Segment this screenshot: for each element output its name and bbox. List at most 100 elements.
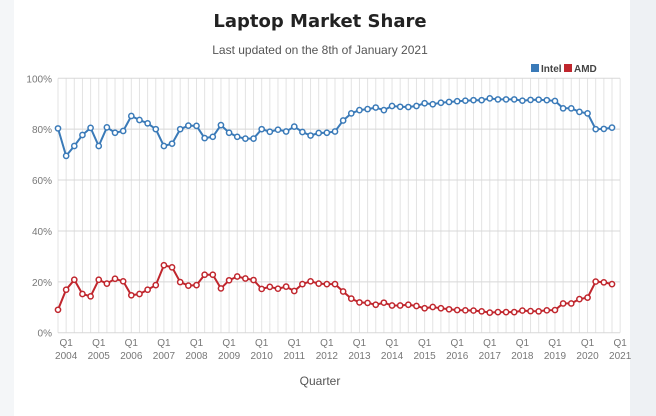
data-point-intel — [364, 105, 371, 113]
data-point-amd — [168, 263, 176, 271]
y-tick-label: 80% — [32, 125, 52, 136]
data-point-amd — [274, 285, 282, 293]
data-point-amd — [242, 275, 249, 282]
chart-subtitle: Last updated on the 8th of January 2021 — [212, 43, 428, 57]
data-point-intel — [323, 129, 331, 137]
data-point-amd — [62, 286, 70, 294]
data-point-amd — [233, 273, 241, 280]
data-point-amd — [323, 280, 331, 288]
data-point-amd — [551, 306, 559, 314]
x-tick-label-quarter: Q1 — [190, 338, 204, 349]
data-point-intel — [274, 126, 282, 134]
data-point-intel — [136, 116, 143, 124]
data-point-intel — [193, 122, 200, 130]
x-tick-label-year: 2014 — [381, 351, 404, 362]
data-point-intel — [559, 104, 567, 112]
data-point-amd — [535, 307, 543, 315]
data-point-amd — [347, 295, 355, 302]
data-point-amd — [502, 308, 510, 316]
legend-label-amd[interactable]: AMD — [574, 64, 597, 75]
data-point-intel — [356, 106, 363, 114]
data-point-amd — [176, 278, 184, 286]
data-point-amd — [209, 271, 217, 279]
x-tick-label-quarter: Q1 — [59, 338, 73, 349]
x-tick-label-quarter: Q1 — [516, 338, 530, 349]
data-point-amd — [266, 283, 274, 291]
data-point-amd — [543, 306, 551, 314]
data-point-intel — [494, 96, 502, 103]
data-point-amd — [70, 276, 78, 284]
data-point-amd — [567, 300, 575, 307]
data-point-amd — [79, 290, 86, 298]
data-point-amd — [54, 306, 62, 314]
y-axis: 0% 20% 40% 60% 80% 100% — [26, 74, 52, 339]
data-point-amd — [144, 286, 151, 294]
data-point-intel — [396, 103, 404, 111]
y-tick-label: 40% — [32, 227, 52, 238]
y-tick-label: 60% — [32, 176, 52, 187]
data-point-amd — [185, 282, 192, 289]
data-point-amd — [250, 276, 257, 284]
data-point-amd — [478, 307, 485, 315]
data-point-intel — [535, 96, 543, 104]
data-point-intel — [470, 96, 477, 104]
x-axis-title: Quarter — [300, 374, 341, 388]
data-point-amd — [584, 294, 591, 301]
x-tick-label-quarter: Q1 — [548, 338, 562, 349]
data-point-amd — [559, 300, 567, 307]
x-tick-label-quarter: Q1 — [483, 338, 497, 349]
data-point-amd — [364, 299, 371, 307]
x-tick-label-year: 2012 — [316, 351, 339, 362]
data-point-intel — [462, 97, 469, 105]
data-point-intel — [127, 112, 135, 120]
data-point-intel — [437, 99, 445, 107]
data-point-amd — [307, 277, 314, 285]
data-point-intel — [307, 132, 314, 139]
data-point-intel — [168, 140, 176, 148]
data-point-intel — [144, 119, 151, 127]
data-point-amd — [404, 301, 412, 309]
data-point-amd — [258, 285, 266, 293]
data-point-intel — [413, 102, 420, 110]
x-tick-label-year: 2007 — [153, 351, 176, 362]
data-point-amd — [331, 280, 339, 288]
data-point-amd — [290, 287, 298, 295]
data-point-intel — [233, 133, 241, 141]
legend-label-intel[interactable]: Intel — [541, 64, 562, 75]
data-point-intel — [87, 124, 94, 132]
data-point-amd — [429, 303, 437, 311]
data-point-intel — [453, 97, 461, 105]
data-point-amd — [127, 291, 135, 299]
data-point-intel — [54, 125, 62, 132]
data-point-amd — [201, 271, 208, 279]
x-tick-label-quarter: Q1 — [92, 338, 106, 349]
data-point-amd — [372, 301, 380, 309]
page-background — [630, 0, 656, 416]
data-point-amd — [600, 278, 608, 286]
data-point-amd — [152, 281, 160, 289]
x-tick-label-quarter: Q1 — [125, 338, 139, 349]
grid — [57, 77, 621, 334]
data-point-intel — [510, 96, 518, 103]
data-point-intel — [339, 117, 347, 124]
y-tick-label: 0% — [38, 329, 53, 340]
data-point-intel — [70, 142, 78, 150]
x-tick-label-quarter: Q1 — [255, 338, 269, 349]
data-point-intel — [266, 128, 274, 136]
x-tick-label-quarter: Q1 — [451, 338, 465, 349]
data-point-amd — [486, 309, 494, 316]
x-tick-label-year: 2013 — [348, 351, 371, 362]
data-point-amd — [380, 299, 388, 307]
x-tick-label-quarter: Q1 — [581, 338, 595, 349]
data-point-amd — [282, 283, 290, 291]
data-point-intel — [502, 96, 510, 103]
x-tick-label-year: 2010 — [251, 351, 274, 362]
data-point-intel — [152, 125, 160, 133]
data-point-intel — [445, 98, 453, 106]
data-point-amd — [413, 302, 420, 310]
x-tick-label-year: 2020 — [576, 351, 599, 362]
data-point-intel — [600, 125, 608, 133]
data-point-intel — [282, 128, 290, 135]
data-point-intel — [111, 129, 119, 137]
data-point-intel — [608, 124, 616, 132]
